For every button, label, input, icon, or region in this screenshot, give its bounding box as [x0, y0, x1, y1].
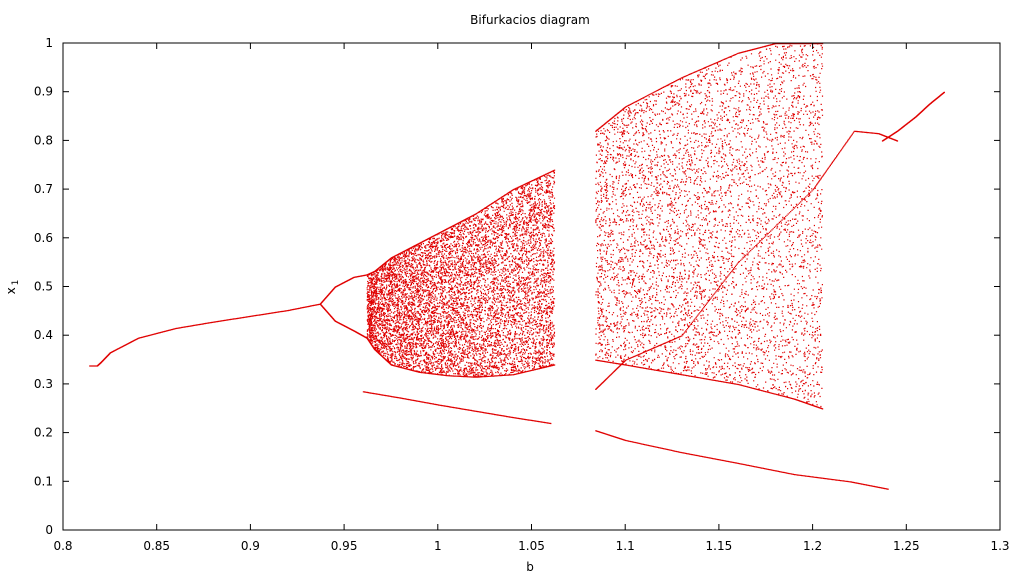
y-tick-label: 0.1	[34, 474, 53, 488]
x-tick-label: 1.15	[706, 539, 733, 553]
x-tick-label: 1.05	[518, 539, 545, 553]
bifurcation-point-cloud	[89, 43, 945, 490]
x-tick-label: 1.2	[803, 539, 822, 553]
y-tick-label: 0.4	[34, 328, 53, 342]
x-axis-ticks: 0.8 0.85 0.9 0.95 1 1.05 1.1 1.15 1.2 1.25 1.3	[53, 43, 1010, 553]
y-tick-label: 0	[45, 523, 53, 537]
svg-text:x1: x1	[4, 280, 21, 295]
x-tick-label: 1.1	[616, 539, 635, 553]
y-tick-label: 0.9	[34, 85, 53, 99]
y-tick-label: 0.3	[34, 377, 53, 391]
y-tick-label: 0.6	[34, 231, 53, 245]
x-tick-label: 1.25	[893, 539, 920, 553]
y-axis-ticks: 0 0.1 0.2 0.3 0.4 0.5 0.6 0.7 0.8 0.9 1	[34, 36, 1000, 537]
x-tick-label: 0.95	[331, 539, 358, 553]
x-tick-label: 1.3	[990, 539, 1009, 553]
y-tick-label: 1	[45, 36, 53, 50]
y-axis-label-main: x	[4, 287, 18, 294]
y-tick-label: 0.7	[34, 182, 53, 196]
x-axis-label: b	[526, 560, 534, 574]
y-axis-label-subscript: 1	[11, 280, 21, 286]
x-tick-label: 1	[434, 539, 442, 553]
bifurcation-points	[89, 43, 945, 490]
y-axis-label: x1	[4, 280, 21, 295]
x-tick-label: 0.85	[143, 539, 170, 553]
y-tick-label: 0.8	[34, 133, 53, 147]
y-tick-label: 0.5	[34, 280, 53, 294]
x-tick-label: 0.9	[241, 539, 260, 553]
x-tick-label: 0.8	[53, 539, 72, 553]
chart-title: Bifurkacios diagram	[470, 13, 590, 27]
y-tick-label: 0.2	[34, 426, 53, 440]
